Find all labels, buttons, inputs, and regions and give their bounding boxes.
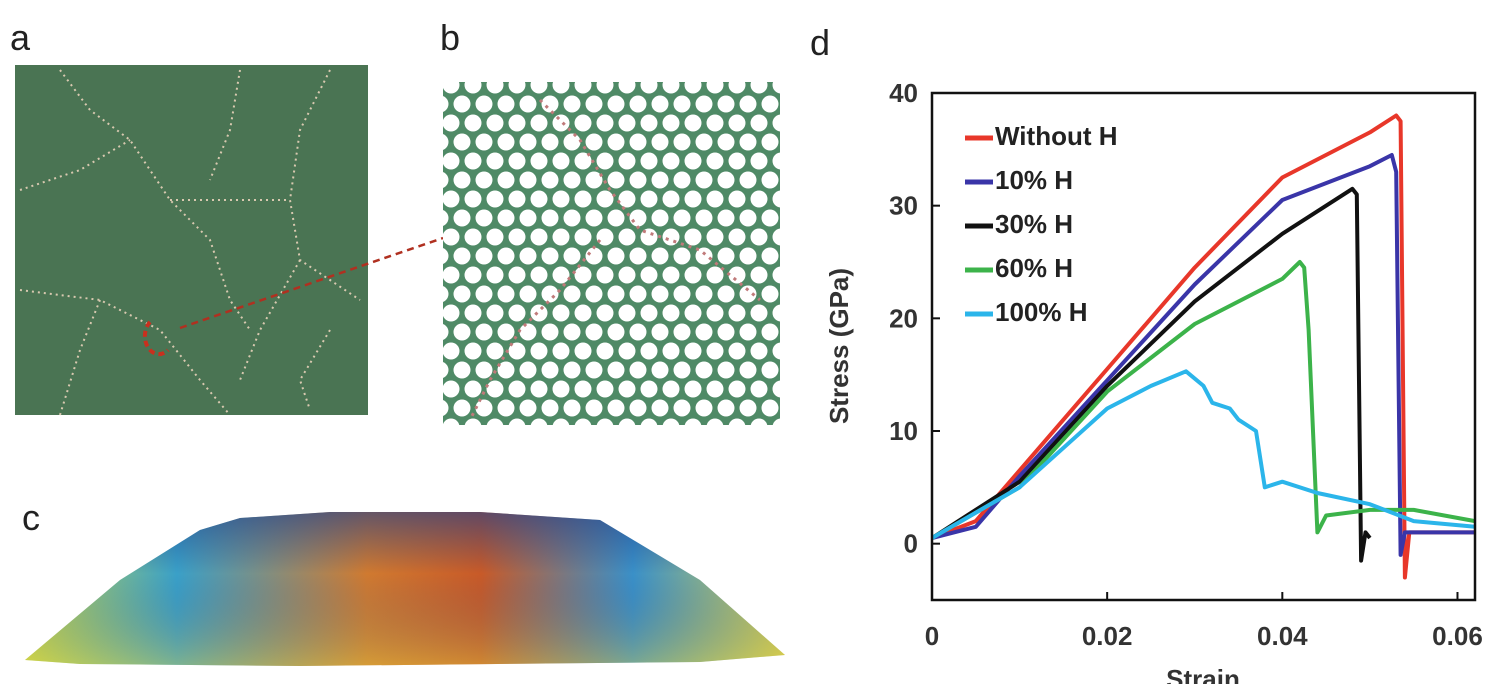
grain-map — [15, 65, 368, 415]
y-tick-label: 20 — [889, 303, 918, 333]
series-line — [930, 369, 1476, 540]
panel-label: d — [810, 22, 830, 63]
y-axis-label: Stress (GPa) — [824, 268, 854, 424]
highlight-circle — [142, 320, 170, 357]
legend-label: Without H — [995, 121, 1118, 151]
panel-label: c — [22, 497, 40, 538]
panel-label: b — [440, 17, 460, 58]
series-line — [930, 260, 1476, 540]
axes-frame — [930, 91, 1477, 602]
grain-boundaries — [19, 69, 361, 416]
x-axis-label: Strain — [1166, 664, 1240, 684]
y-tick-label: 30 — [889, 191, 918, 221]
legend-label: 30% H — [995, 209, 1073, 239]
y-tick-label: 0 — [904, 529, 918, 559]
x-tick-label: 0.06 — [1432, 621, 1483, 651]
series-line — [931, 113, 1475, 580]
defects — [468, 98, 761, 421]
series-line — [930, 186, 1372, 563]
plot: 0 10 20 30 40 0 0.02 0.04 0.06 Without H 10% H 30% … — [889, 78, 1483, 651]
lattice — [443, 82, 780, 425]
x-tick-label: 0.04 — [1257, 621, 1308, 651]
x-tick-label: 0 — [925, 621, 939, 651]
y-tick-label: 10 — [889, 416, 918, 446]
legend-label: 100% H — [995, 297, 1088, 327]
legend-label: 60% H — [995, 253, 1073, 283]
x-tick-label: 0.02 — [1082, 621, 1133, 651]
zoom-line — [179, 236, 444, 330]
surface-shade — [25, 512, 785, 666]
legend-label: 10% H — [995, 165, 1073, 195]
y-tick-label: 40 — [889, 78, 918, 108]
panel-label: a — [10, 17, 31, 58]
